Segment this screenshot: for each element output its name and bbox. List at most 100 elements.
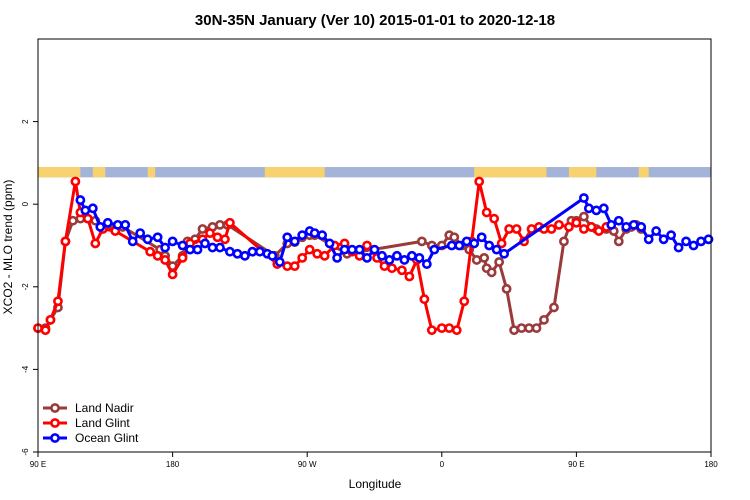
y-tick-label: -4 xyxy=(21,365,30,373)
data-point xyxy=(688,240,699,251)
data-point xyxy=(643,234,654,245)
legend-marker xyxy=(50,403,60,413)
data-point xyxy=(476,232,487,243)
data-point xyxy=(586,222,597,232)
data-point xyxy=(509,325,519,336)
data-point xyxy=(416,236,427,247)
data-point xyxy=(681,236,691,247)
data-point xyxy=(167,269,178,280)
x-tick-label: 90 E xyxy=(568,460,584,469)
legend-item: Land Nadir xyxy=(43,401,134,415)
x-tick-label: 90 E xyxy=(30,460,46,469)
data-point xyxy=(215,219,225,230)
data-point xyxy=(474,176,485,187)
series-land-glint xyxy=(33,176,612,336)
series-ocean-glint xyxy=(75,193,714,269)
data-point xyxy=(496,238,507,249)
axis-layer: 90 E 180 90 W 0 90 E 180 -6 -4 -2 0 2 xyxy=(21,119,718,469)
data-point xyxy=(546,224,557,234)
data-point xyxy=(564,222,574,232)
y-tick-label: 2 xyxy=(21,119,30,124)
data-point xyxy=(317,230,328,241)
data-point xyxy=(666,230,677,241)
data-point xyxy=(90,238,101,249)
data-point xyxy=(192,244,203,255)
data-point xyxy=(332,252,343,263)
legend-label: Ocean Glint xyxy=(75,431,139,445)
data-point xyxy=(499,248,510,259)
chart-title: 30N-35N January (Ver 10) 2015-01-01 to 2… xyxy=(195,12,555,29)
data-point xyxy=(703,234,714,245)
data-point xyxy=(539,314,549,325)
data-point xyxy=(215,242,225,253)
data-point xyxy=(312,248,323,259)
data-point xyxy=(501,283,512,294)
legend-label: Land Glint xyxy=(75,416,130,430)
x-tick-label: 0 xyxy=(440,460,445,469)
data-point xyxy=(152,232,163,243)
data-point xyxy=(486,267,497,278)
land-strip-segment xyxy=(474,167,547,178)
legend-label: Land Nadir xyxy=(75,401,134,415)
data-point xyxy=(613,236,624,247)
land-strip-segment xyxy=(568,167,597,178)
legend-marker xyxy=(50,418,60,428)
data-point xyxy=(387,263,397,274)
data-point xyxy=(177,252,188,263)
data-point xyxy=(494,257,505,267)
data-point xyxy=(120,219,131,230)
land-strip-segment xyxy=(38,167,81,178)
data-point xyxy=(239,250,250,261)
data-point xyxy=(254,246,265,257)
data-point xyxy=(319,250,330,261)
data-point xyxy=(404,271,415,282)
data-point xyxy=(145,246,156,257)
land-strip-segment xyxy=(147,167,156,178)
data-point xyxy=(102,217,113,228)
data-point xyxy=(399,255,410,265)
data-point xyxy=(127,236,138,247)
data-point xyxy=(369,244,380,255)
data-point xyxy=(459,296,470,307)
data-point xyxy=(212,232,223,243)
data-point xyxy=(461,236,472,247)
data-point xyxy=(75,195,86,205)
data-point xyxy=(200,238,210,249)
data-point xyxy=(70,176,81,187)
data-point xyxy=(339,244,350,255)
data-point xyxy=(384,255,395,265)
data-point xyxy=(481,207,492,218)
data-point xyxy=(696,236,706,247)
data-point xyxy=(578,193,589,203)
data-point xyxy=(45,314,56,325)
data-point xyxy=(593,226,604,236)
data-point xyxy=(185,244,195,255)
data-point xyxy=(297,252,308,263)
data-point xyxy=(40,325,51,336)
x-axis-label: Longitude xyxy=(349,477,402,491)
data-point xyxy=(426,325,437,336)
data-point xyxy=(554,219,564,230)
data-point xyxy=(559,236,569,247)
ocean-strip xyxy=(38,167,711,178)
data-point xyxy=(80,205,91,216)
data-point xyxy=(606,219,617,230)
data-point xyxy=(598,203,609,214)
data-point xyxy=(591,205,602,216)
legend-marker xyxy=(50,433,60,443)
plot-frame xyxy=(37,38,712,453)
land-strip-segment xyxy=(638,167,649,178)
data-point xyxy=(524,323,534,333)
data-point xyxy=(53,296,63,307)
data-point xyxy=(658,234,669,245)
data-point xyxy=(87,203,98,214)
data-point xyxy=(377,250,387,261)
data-point xyxy=(444,323,455,333)
data-point xyxy=(197,224,208,234)
data-point xyxy=(406,250,417,261)
data-point xyxy=(613,215,624,226)
data-point xyxy=(511,224,522,234)
x-tick-label: 180 xyxy=(166,460,180,469)
